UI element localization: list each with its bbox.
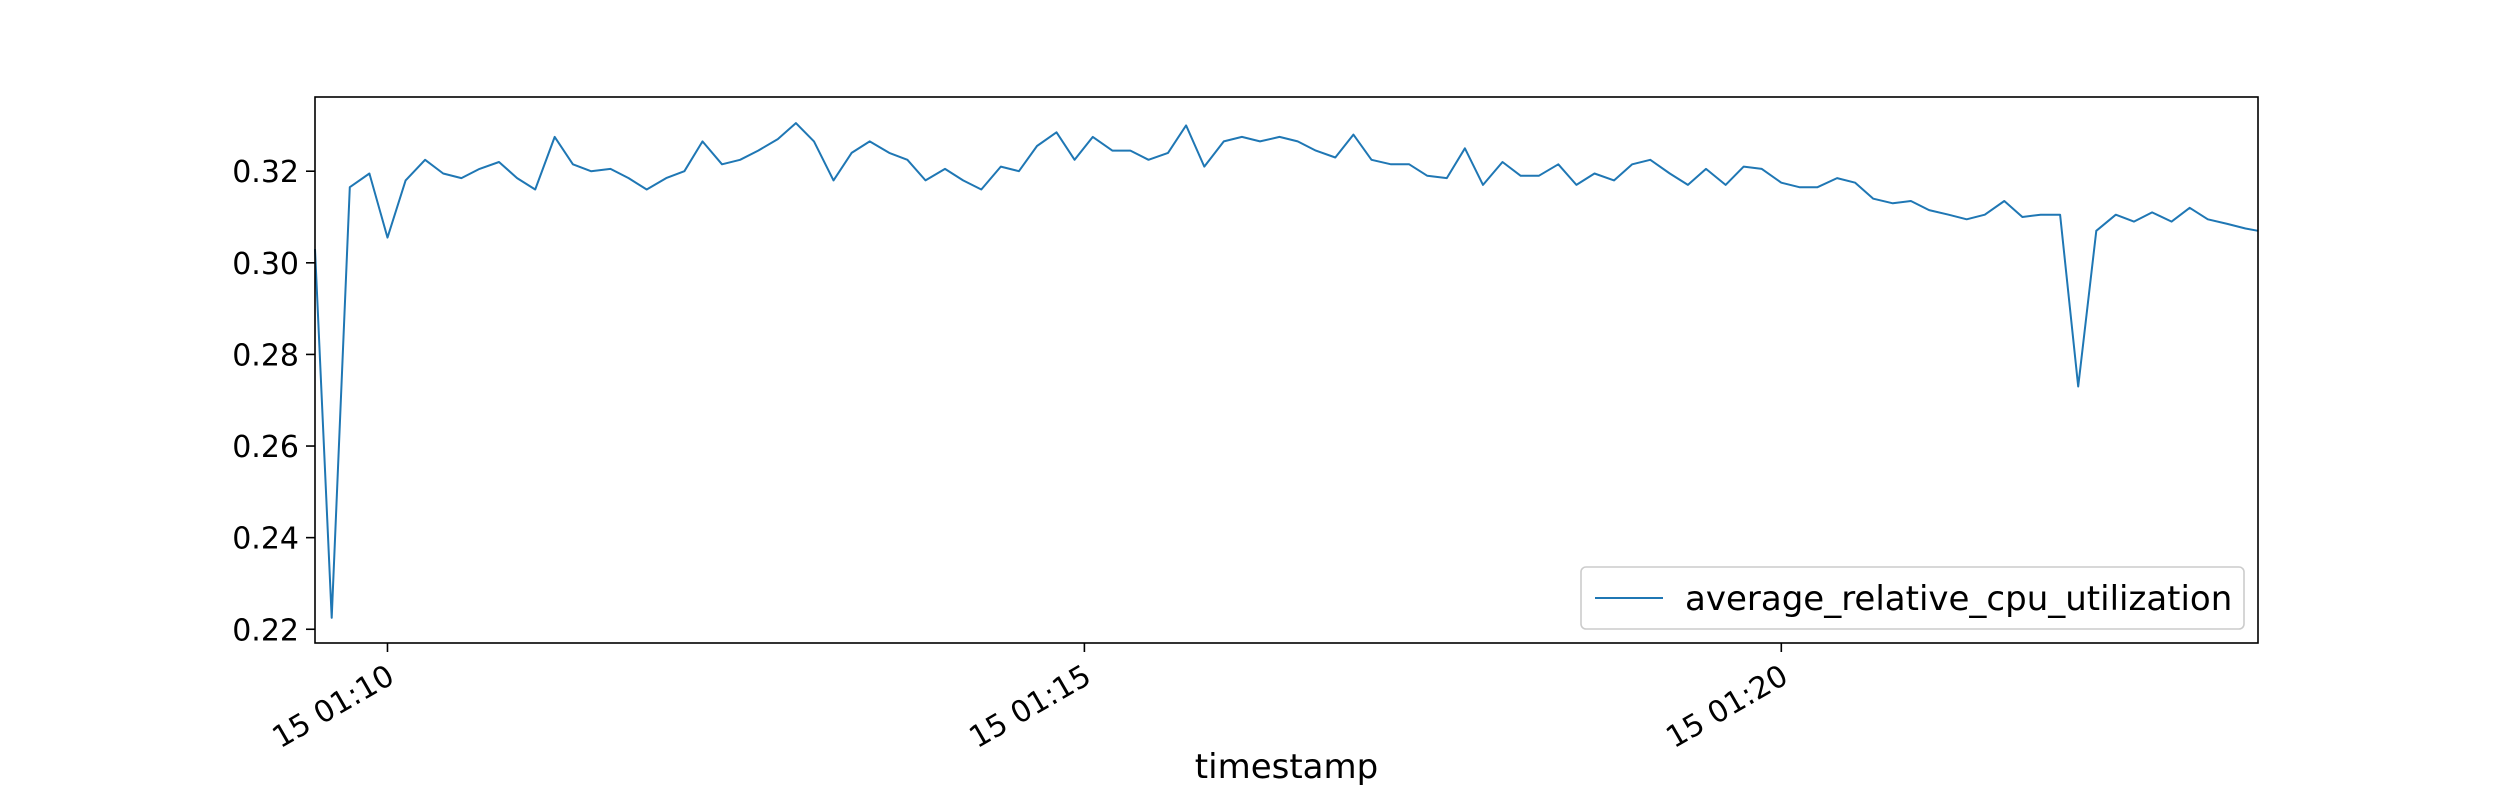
x-tick-label: 15 01:15 — [963, 658, 1097, 755]
y-tick-label: 0.26 — [232, 430, 299, 465]
x-axis-label: timestamp — [1195, 747, 1378, 787]
y-tick-label: 0.22 — [232, 613, 299, 648]
y-tick-label: 0.32 — [232, 155, 299, 190]
y-tick-label: 0.24 — [232, 522, 299, 557]
y-tick-label: 0.28 — [232, 338, 299, 373]
legend-box — [1580, 566, 2245, 630]
x-tick-label: 15 01:20 — [1660, 658, 1794, 755]
series-group — [314, 122, 2259, 619]
y-axis-ticks: 0.22 0.24 0.26 0.28 0.30 0.32 — [232, 155, 315, 648]
plot-frame — [314, 96, 2259, 644]
x-tick-label: 15 01:10 — [267, 658, 401, 755]
legend-label: average_relative_cpu_utilization — [1685, 579, 2232, 619]
y-tick-label: 0.30 — [232, 247, 299, 282]
series-line-0 — [314, 122, 2259, 619]
legend: average_relative_cpu_utilization — [1580, 566, 2245, 630]
x-axis-ticks: 15 01:10 15 01:15 15 01:20 — [267, 643, 1794, 756]
plot-border — [314, 96, 2259, 644]
